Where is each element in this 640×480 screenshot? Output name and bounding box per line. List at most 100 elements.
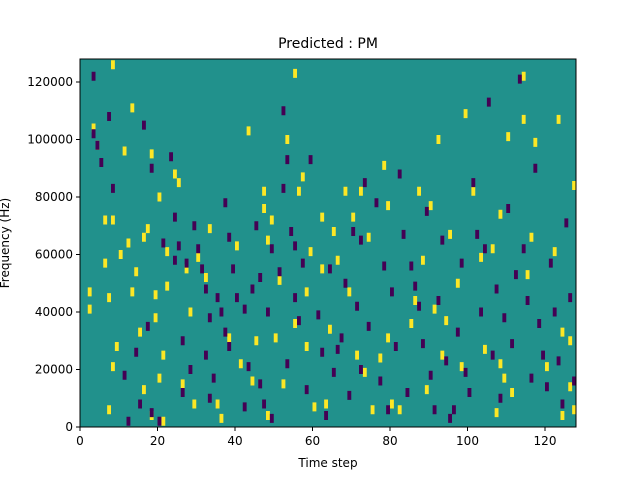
heatmap-cell-low xyxy=(211,373,216,383)
heatmap-cell-low xyxy=(552,307,557,317)
heatmap-cell-high xyxy=(304,342,309,351)
plot-area xyxy=(79,58,577,428)
heatmap-cell-low xyxy=(343,278,348,288)
heatmap-cell-low xyxy=(227,342,232,351)
heatmap-cell-low xyxy=(568,293,573,303)
heatmap-cell-low xyxy=(428,370,433,380)
heatmap-cell-low xyxy=(173,212,177,222)
heatmap-cell-low xyxy=(572,376,577,386)
heatmap-cell-low xyxy=(355,301,360,311)
heatmap-cell-high xyxy=(103,215,108,225)
heatmap-cell-low xyxy=(413,281,418,291)
heatmap-cell-low xyxy=(91,71,96,81)
x-axis-label: Time step xyxy=(297,456,357,470)
heatmap-cell-high xyxy=(161,350,166,360)
heatmap-cell-low xyxy=(231,264,236,274)
heatmap-cell-high xyxy=(87,304,92,314)
x-tick-label: 60 xyxy=(305,434,320,448)
heatmap-cell-low xyxy=(281,183,286,193)
heatmap-cell-high xyxy=(413,296,418,305)
heatmap-cell-low xyxy=(126,416,131,426)
heatmap-cell-high xyxy=(196,252,201,262)
heatmap-cell-low xyxy=(537,319,542,328)
heatmap-cell-high xyxy=(281,379,286,389)
heatmap-cell-low xyxy=(529,373,534,383)
heatmap-cell-high xyxy=(471,186,476,196)
heatmap-cell-low xyxy=(269,413,274,423)
heatmap-cell-high xyxy=(262,204,267,213)
heatmap-cell-low xyxy=(91,129,96,139)
chart-title: Predicted : PM xyxy=(278,36,378,52)
heatmap-cell-low xyxy=(157,416,162,426)
heatmap-cell-low xyxy=(207,393,212,403)
heatmap-cell-low xyxy=(281,106,286,116)
heatmap-cell-high xyxy=(483,344,487,354)
heatmap-cell-high xyxy=(386,201,391,211)
y-tick-label: 60000 xyxy=(35,248,73,262)
heatmap-cell-high xyxy=(444,316,449,326)
heatmap-cell-high xyxy=(459,362,464,372)
heatmap-cell-high xyxy=(134,267,139,277)
heatmap-cell-low xyxy=(250,284,255,294)
heatmap-cell-low xyxy=(196,244,201,254)
heatmap-cell-low xyxy=(498,393,503,403)
heatmap-cell-high xyxy=(107,293,112,303)
heatmap-cell-high xyxy=(157,192,162,202)
heatmap-cell-low xyxy=(421,339,425,349)
heatmap-cell-low xyxy=(378,376,383,386)
heatmap-cell-low xyxy=(382,261,387,271)
heatmap-cell-high xyxy=(215,399,220,409)
heatmap-cell-high xyxy=(130,287,135,297)
heatmap-cell-low xyxy=(359,235,363,245)
heatmap-background xyxy=(80,59,576,427)
heatmap-cell-low xyxy=(138,399,143,409)
heatmap-cell-high xyxy=(308,247,313,257)
heatmap-cell-high xyxy=(273,333,278,343)
heatmap-cell-low xyxy=(192,221,197,231)
heatmap-cell-low xyxy=(180,388,185,397)
heatmap-cell-high xyxy=(118,250,123,259)
heatmap-cell-high xyxy=(219,413,224,423)
heatmap-cell-high xyxy=(126,238,131,248)
heatmap-cell-high xyxy=(269,215,274,225)
heatmap-cell-low xyxy=(362,178,367,188)
heatmap-cell-low xyxy=(180,336,185,346)
heatmap-cell-high xyxy=(378,353,383,363)
heatmap-cell-high xyxy=(153,313,158,323)
heatmap-cell-high xyxy=(463,109,468,119)
heatmap-cell-low xyxy=(440,235,445,245)
heatmap-cell-high xyxy=(304,287,309,297)
heatmap-cell-high xyxy=(293,68,298,78)
heatmap-cell-high xyxy=(428,201,433,211)
heatmap-cell-low xyxy=(452,405,456,415)
heatmap-cell-low xyxy=(490,350,495,360)
heatmap-cell-high xyxy=(409,319,414,328)
heatmap-cell-low xyxy=(374,198,379,208)
heatmap-cell-high xyxy=(370,405,375,415)
heatmap-cell-high xyxy=(351,212,356,222)
heatmap-cell-high xyxy=(285,135,290,144)
heatmap-cell-high xyxy=(107,405,112,415)
heatmap-cell-low xyxy=(432,405,437,415)
heatmap-cell-low xyxy=(417,301,422,311)
heatmap-cell-low xyxy=(204,350,208,360)
heatmap-cell-low xyxy=(548,258,553,268)
heatmap-cell-low xyxy=(235,293,239,303)
heatmap-cell-high xyxy=(533,137,538,147)
heatmap-cell-high xyxy=(382,160,387,170)
heatmap-cell-high xyxy=(498,209,503,219)
heatmap-cell-high xyxy=(277,275,282,285)
heatmap-cell-high xyxy=(359,186,363,196)
heatmap-cell-high xyxy=(262,186,267,196)
heatmap-cell-high xyxy=(111,60,115,70)
heatmap-cell-low xyxy=(444,356,449,366)
heatmap-cell-low xyxy=(386,405,391,415)
heatmap-cell-high xyxy=(494,408,499,418)
heatmap-cell-high xyxy=(161,416,166,426)
heatmap-cell-low xyxy=(269,244,274,254)
heatmap-cell-high xyxy=(556,114,561,124)
heatmap-cell-low xyxy=(483,244,487,254)
heatmap-cell-low xyxy=(188,365,193,374)
heatmap-cell-high xyxy=(424,385,429,395)
